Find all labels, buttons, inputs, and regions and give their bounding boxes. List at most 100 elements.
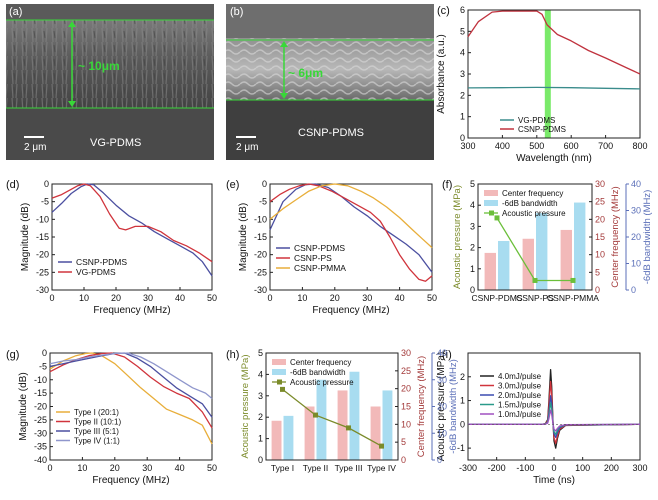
- y-tick-label-i: 2: [460, 372, 465, 382]
- point-pressure: [280, 386, 285, 392]
- x-tick-label-e: 40: [395, 293, 405, 303]
- legend-entry: 2.0mJ/pulse: [498, 391, 542, 400]
- panel-label-h: (h): [226, 349, 239, 361]
- y-tick-label-pressure: 2: [258, 412, 263, 422]
- y-tick-label-center: 5: [401, 437, 406, 447]
- y-tick-label-d: -20: [36, 250, 49, 260]
- y-tick-label-pressure: 1: [258, 434, 263, 444]
- x-tick-label-g: 40: [175, 463, 185, 473]
- y-tick-label-center: 25: [401, 366, 411, 376]
- x-tick-label-c: 600: [564, 141, 579, 151]
- series-line-i-4: [468, 409, 641, 432]
- x-tick-label-c: 500: [529, 141, 544, 151]
- panel-label-a: (a): [9, 6, 22, 18]
- sem-image-b-top: [226, 4, 434, 38]
- x-axis-label-i: Time (ns): [533, 475, 575, 486]
- scale-label-b: 2 μm: [236, 142, 258, 153]
- x-tick-label-d: 50: [207, 293, 217, 303]
- y-tick-label-c: 0: [460, 133, 465, 143]
- series-line-g-0: [49, 352, 213, 445]
- x-tick-label-i: 300: [632, 463, 647, 473]
- x-axis-label-e: Frequency (MHz): [312, 305, 389, 316]
- legend-entry-pressure: Acoustic pressure: [502, 209, 566, 218]
- x-tick-label-h: Type I: [271, 463, 294, 473]
- x-tick-label-g: 20: [110, 463, 120, 473]
- point-pressure: [570, 277, 576, 283]
- y-tick-label-i: 0: [460, 419, 465, 429]
- y-tick-label-d: -30: [36, 285, 49, 295]
- panel-label-g: (g): [6, 349, 19, 361]
- y-tick-label-center: 10: [595, 250, 605, 260]
- y-axis-label-e: Magnitude (dB): [238, 203, 249, 271]
- y-tick-label-e: -15: [254, 232, 267, 242]
- chart-d: 0 10 20 30 40 50 0 -5 -10 -15 -20 -25 -30 Frequency (…: [6, 179, 217, 316]
- x-tick-label-e: 0: [267, 293, 272, 303]
- x-tick-label-d: 30: [143, 293, 153, 303]
- y-axis-label-pressure: Acoustic pressure (MPa): [452, 185, 463, 289]
- y-tick-label-d: -15: [36, 232, 49, 242]
- y-axis-label-i: Acoustic pressure (MPa): [436, 352, 447, 461]
- y-axis-label-bandwidth: -6dB bandwidth (MHz): [642, 190, 653, 285]
- y-tick-label-e: -20: [254, 250, 267, 260]
- sample-label-b: CSNP-PDMS: [298, 127, 364, 139]
- x-tick-label-c: 400: [495, 141, 510, 151]
- y-tick-label-bandwidth: 0: [437, 455, 442, 465]
- y-tick-label-g: -30: [34, 428, 47, 438]
- y-tick-label-center: 25: [595, 197, 605, 207]
- y-tick-label-e: -5: [259, 197, 267, 207]
- series-line-e-0: [269, 183, 433, 273]
- y-tick-label-center: 15: [595, 232, 605, 242]
- legend-entry: 1.5mJ/pulse: [498, 401, 542, 410]
- x-tick-label-g: 30: [142, 463, 152, 473]
- x-tick-label-i: -100: [516, 463, 534, 473]
- panel-a: ~ 10μm 2 μm VG-PDMS (a): [6, 4, 214, 160]
- scale-label-a: 2 μm: [24, 142, 46, 153]
- x-axis-label-c: Wavelength (nm): [516, 153, 592, 164]
- y-tick-label-d: -10: [36, 214, 49, 224]
- point-pressure: [532, 277, 538, 283]
- y-tick-label-bandwidth: 30: [631, 206, 641, 216]
- x-tick-label-e: 30: [362, 293, 372, 303]
- y-tick-label-center: 15: [401, 402, 411, 412]
- point-pressure: [346, 425, 351, 431]
- plot-frame-i: [467, 352, 641, 461]
- bar-center-frequency: [370, 406, 381, 460]
- y-tick-label-bandwidth: 0: [631, 285, 636, 295]
- sample-label-a: VG-PDMS: [90, 137, 141, 149]
- arrow-head-bottom-b: [280, 93, 288, 99]
- y-tick-label-e: 0: [262, 179, 267, 189]
- x-tick-label-d: 20: [111, 293, 121, 303]
- x-tick-label-h: Type IV: [367, 463, 396, 473]
- legend-entry: CSNP-PDMS: [294, 243, 345, 253]
- arrow-head-top-b: [280, 41, 288, 47]
- panel-b: ~ 6μm 2 μm CSNP-PDMS (b): [226, 4, 434, 160]
- arrow-head-top-a: [68, 21, 76, 27]
- x-tick-label-h: Type II: [303, 463, 329, 473]
- series-line-c-1: [467, 10, 641, 75]
- y-tick-label-c: 4: [460, 48, 465, 58]
- legend-entry: CSNP-PMMA: [294, 263, 346, 273]
- y-tick-label-bandwidth: 40: [437, 348, 447, 358]
- y-tick-label-bandwidth: 20: [631, 232, 641, 242]
- x-tick-label-h: Type III: [335, 463, 363, 473]
- x-tick-label-d: 10: [79, 293, 89, 303]
- y-tick-label-g: 0: [42, 348, 47, 358]
- y-tick-label-pressure: 4: [470, 200, 475, 210]
- panel-label-f: (f): [442, 179, 452, 191]
- thickness-label-b: ~ 6μm: [288, 66, 323, 80]
- y-tick-label-center: 5: [595, 267, 600, 277]
- bar-center-frequency: [271, 420, 282, 460]
- x-tick-label-i: -300: [459, 463, 477, 473]
- y-axis-label-g: Magnitude (dB): [18, 372, 29, 440]
- sem-image-a-substrate: [6, 108, 214, 160]
- legend-entry-center: Center frequency: [290, 358, 351, 367]
- bar-bandwidth: [382, 390, 393, 460]
- y-tick-label-e: -10: [254, 214, 267, 224]
- legend-entry-center: Center frequency: [502, 189, 563, 198]
- panel-label-i: (i): [442, 349, 452, 361]
- sem-image-b-substrate: [226, 100, 434, 160]
- panel-label-c: (c): [437, 5, 450, 17]
- x-tick-label-e: 10: [297, 293, 307, 303]
- laser-wavelength-band: [544, 10, 551, 138]
